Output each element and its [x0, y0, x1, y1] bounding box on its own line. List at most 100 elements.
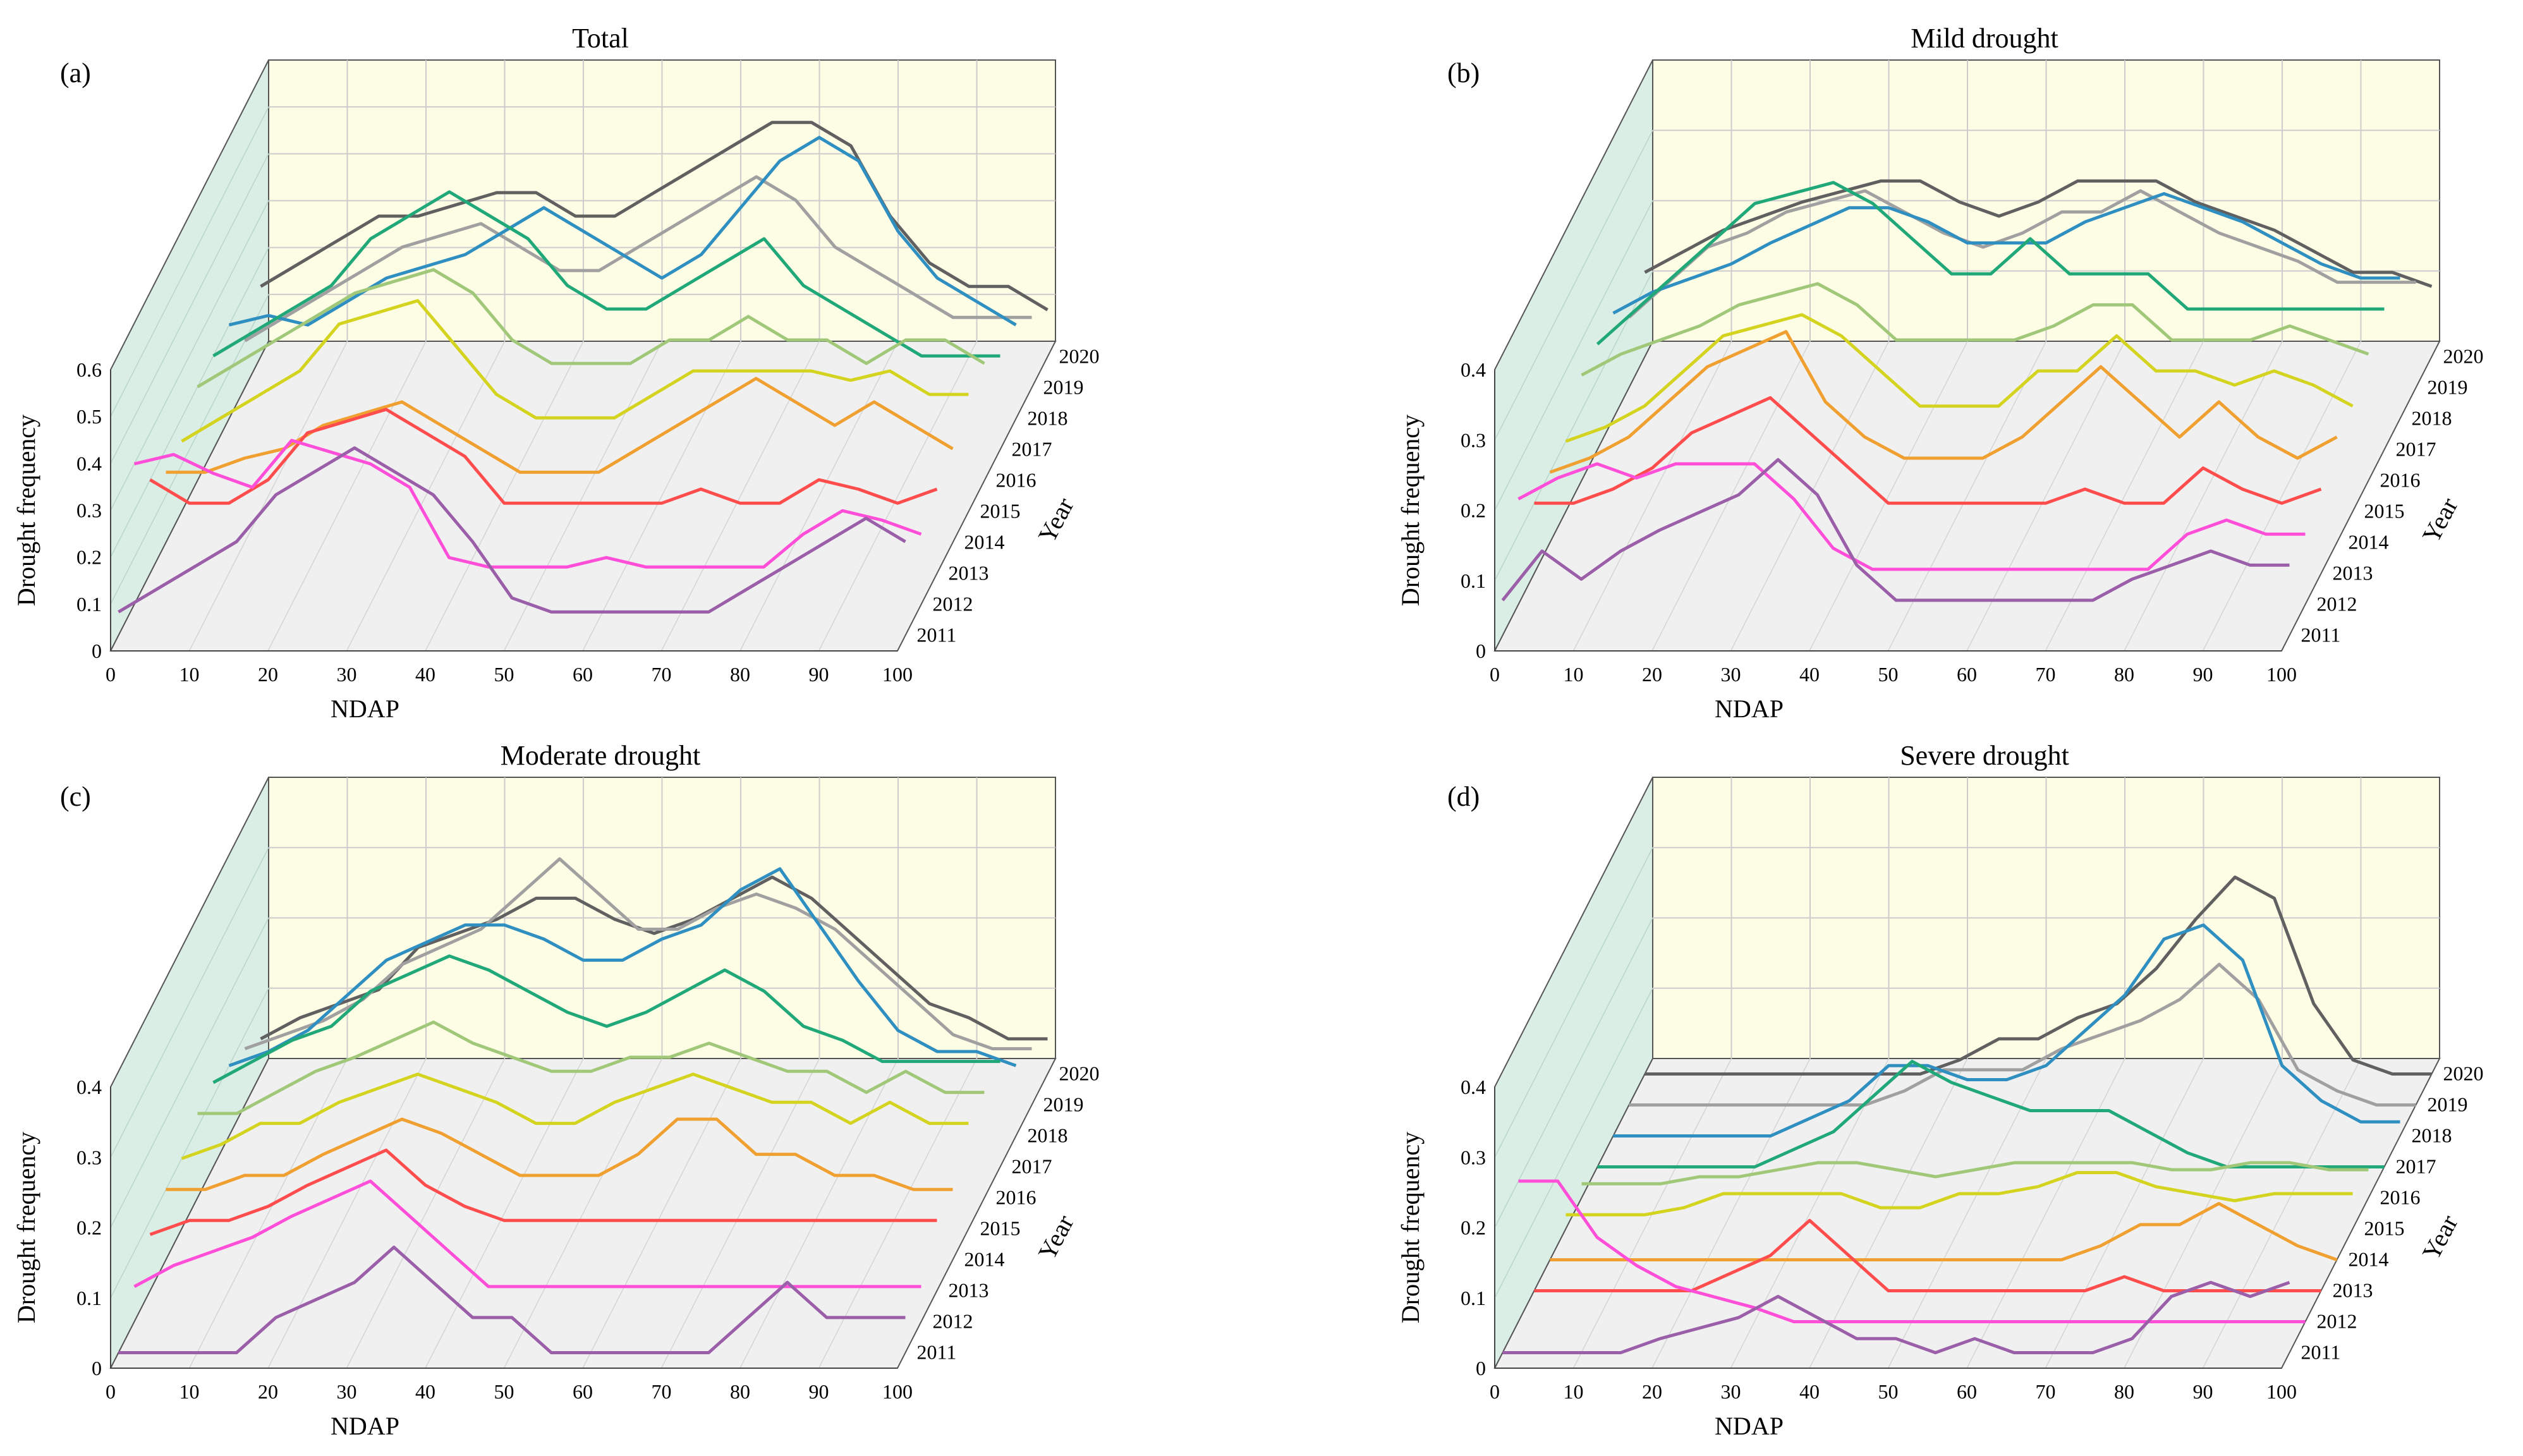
year-tick-label: 2019	[2428, 376, 2468, 399]
x-tick-label: 70	[652, 1380, 672, 1403]
grid-line	[582, 1058, 741, 1369]
series-line-2020	[1645, 875, 2432, 1076]
series-line-2017	[212, 190, 1000, 358]
series-line-2011	[1502, 1280, 2290, 1354]
year-tick-label: 2019	[1043, 1093, 1084, 1116]
year-tick-label: 2016	[996, 1186, 1037, 1209]
depth-axis-label: Year	[2416, 1210, 2463, 1265]
x-tick-label: 70	[2036, 663, 2056, 686]
y-axis-label: Drought frequency	[1396, 415, 1425, 606]
x-tick-label: 10	[1564, 1380, 1584, 1403]
x-tick-label: 10	[179, 1380, 200, 1403]
x-tick-label: 90	[809, 1380, 829, 1403]
grid-line	[1494, 918, 1653, 1228]
grid-line	[110, 294, 269, 605]
year-tick-label: 2019	[2428, 1093, 2468, 1116]
x-tick-label: 60	[573, 663, 593, 686]
year-tick-label: 2011	[917, 624, 957, 646]
x-tick-label: 50	[494, 1380, 514, 1403]
year-tick-label: 2012	[2317, 593, 2357, 616]
year-tick-label: 2017	[1012, 1155, 1052, 1178]
grid-line	[660, 341, 820, 652]
y-tick-label: 0	[1476, 1357, 1486, 1380]
panel-label: (d)	[1447, 781, 1480, 812]
grid-line	[1730, 1058, 1890, 1369]
x-axis-label: NDAP	[331, 1412, 399, 1440]
x-tick-label: 30	[337, 663, 357, 686]
series-line-2013	[149, 408, 938, 505]
x-axis-label: NDAP	[1715, 695, 1784, 723]
grid-line	[1887, 1058, 2047, 1369]
x-tick-label: 40	[415, 663, 435, 686]
y-tick-label: 0	[92, 1357, 102, 1380]
x-tick-label: 30	[1721, 1380, 1741, 1403]
grid-line	[2124, 341, 2283, 652]
x-tick-label: 100	[2266, 1380, 2297, 1403]
year-tick-label: 2016	[996, 469, 1037, 492]
x-tick-label: 90	[2193, 1380, 2213, 1403]
x-axis-label: NDAP	[331, 695, 399, 723]
x-tick-label: 90	[809, 663, 829, 686]
series-line-2016	[197, 268, 985, 389]
series-line-2015	[1565, 313, 2354, 443]
series-line-2019	[1627, 189, 2416, 319]
series-line-2016	[1581, 282, 2369, 377]
x-tick-label: 80	[730, 663, 750, 686]
year-tick-label: 2018	[1028, 1124, 1068, 1147]
y-tick-label: 0.5	[76, 405, 102, 428]
y-tick-label: 0.1	[1461, 1287, 1486, 1309]
year-tick-label: 2013	[2333, 562, 2373, 585]
grid-line	[1494, 200, 1653, 511]
year-tick-label: 2011	[2301, 1341, 2341, 1364]
series-line-2017	[1596, 181, 2385, 346]
depth-axis-label: Year	[1032, 493, 1079, 547]
year-tick-label: 2013	[949, 1279, 989, 1302]
x-tick-label: 20	[1642, 1380, 1662, 1403]
depth-axis-label: Year	[1032, 1210, 1079, 1265]
x-tick-label: 0	[106, 1380, 116, 1403]
series-line-2012	[1517, 462, 2306, 571]
year-tick-label: 2014	[2349, 1248, 2389, 1271]
grid-line	[346, 341, 506, 652]
y-tick-label: 0.3	[1461, 1146, 1486, 1168]
x-tick-label: 90	[2193, 663, 2213, 686]
series-line-2011	[118, 1246, 906, 1354]
y-axis-label: Drought frequency	[1396, 1132, 1425, 1323]
y-axis-label: Drought frequency	[12, 1132, 40, 1323]
grid-line	[1494, 847, 1653, 1158]
grid-line	[188, 341, 348, 652]
x-tick-label: 60	[1957, 1380, 1977, 1403]
y-tick-label: 0.4	[1461, 358, 1486, 381]
series-line-2012	[133, 1179, 921, 1289]
grid-line	[2202, 1058, 2362, 1369]
series-line-2020	[1644, 179, 2433, 288]
grid-line	[2045, 1058, 2204, 1369]
year-tick-label: 2020	[2443, 1062, 2484, 1085]
grid-line	[582, 341, 741, 652]
y-tick-label: 0.2	[1461, 499, 1486, 522]
grid-line	[110, 106, 269, 417]
y-tick-label: 0.2	[1461, 1216, 1486, 1239]
x-tick-label: 100	[882, 1380, 913, 1403]
y-tick-label: 0.3	[1461, 428, 1486, 451]
x-tick-label: 40	[415, 1380, 435, 1403]
series-line-2014	[166, 1117, 953, 1191]
year-tick-label: 2017	[2396, 438, 2436, 461]
y-tick-label: 0.1	[1461, 569, 1486, 592]
year-tick-label: 2019	[1043, 376, 1084, 399]
x-tick-label: 0	[106, 663, 116, 686]
year-tick-label: 2014	[964, 531, 1005, 554]
grid-line	[1809, 1058, 1968, 1369]
grid-line	[110, 247, 269, 558]
year-tick-label: 2015	[2364, 500, 2405, 523]
grid-line	[1651, 1058, 1811, 1369]
year-tick-label: 2017	[2396, 1155, 2436, 1178]
x-tick-label: 100	[2266, 663, 2297, 686]
grid-line	[503, 341, 663, 652]
panel-label: (b)	[1447, 58, 1480, 88]
year-tick-label: 2018	[1028, 407, 1068, 430]
year-tick-label: 2012	[933, 593, 973, 616]
grid-line	[110, 200, 269, 511]
x-tick-label: 30	[337, 1380, 357, 1403]
year-tick-label: 2013	[949, 562, 989, 585]
